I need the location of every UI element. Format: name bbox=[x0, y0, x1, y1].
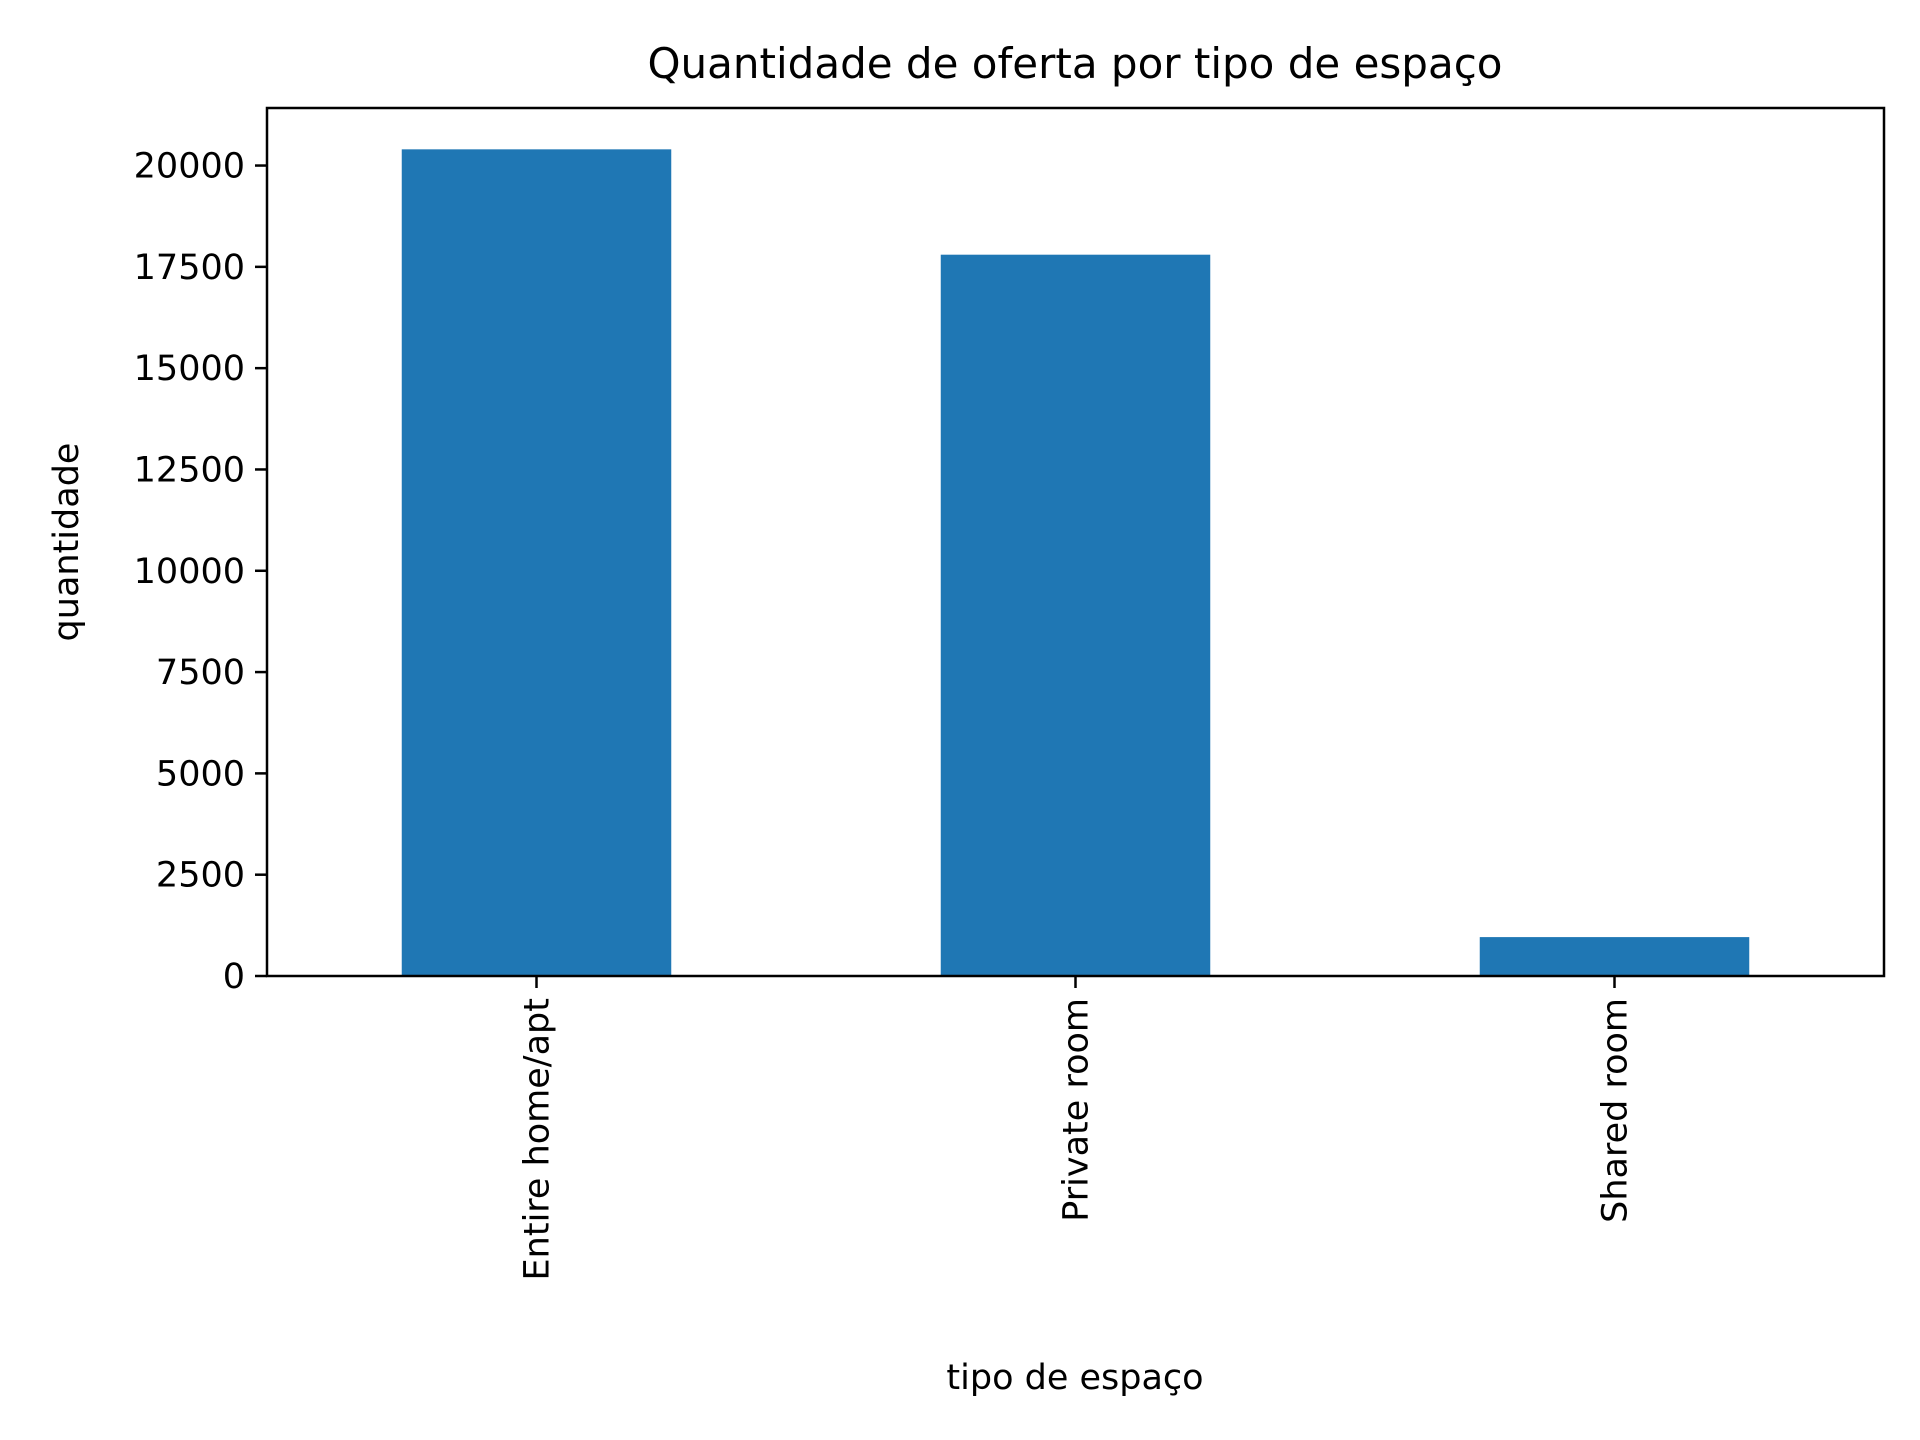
y-tick-label-2: 5000 bbox=[156, 754, 245, 794]
chart-title: Quantidade de oferta por tipo de espaço bbox=[648, 39, 1503, 88]
x-tick-label-2: Shared room bbox=[1596, 998, 1636, 1223]
y-tick-label-0: 0 bbox=[223, 957, 245, 997]
x-tick-label-0: Entire home/apt bbox=[518, 998, 558, 1280]
bar-2 bbox=[1479, 937, 1750, 976]
y-tick-label-1: 2500 bbox=[156, 856, 245, 896]
bar-1 bbox=[940, 254, 1211, 976]
bars bbox=[401, 149, 1750, 977]
y-tick-label-6: 15000 bbox=[134, 349, 245, 389]
y-tick-label-7: 17500 bbox=[134, 248, 245, 288]
y-tick-label-5: 12500 bbox=[134, 450, 245, 490]
y-axis-label: quantidade bbox=[47, 443, 87, 642]
y-axis: 0 2500 5000 7500 10000 12500 15000 17500 20000 bbox=[134, 147, 267, 997]
y-tick-label-8: 20000 bbox=[134, 147, 245, 187]
y-tick-label-4: 10000 bbox=[134, 552, 245, 592]
x-tick-label-1: Private room bbox=[1057, 998, 1097, 1222]
plot-area bbox=[265, 106, 1886, 978]
x-axis: Entire home/apt Private room Shared room bbox=[518, 976, 1636, 1280]
y-tick-label-3: 7500 bbox=[156, 653, 245, 693]
x-axis-label: tipo de espaço bbox=[946, 1358, 1203, 1398]
bar-0 bbox=[401, 149, 672, 977]
